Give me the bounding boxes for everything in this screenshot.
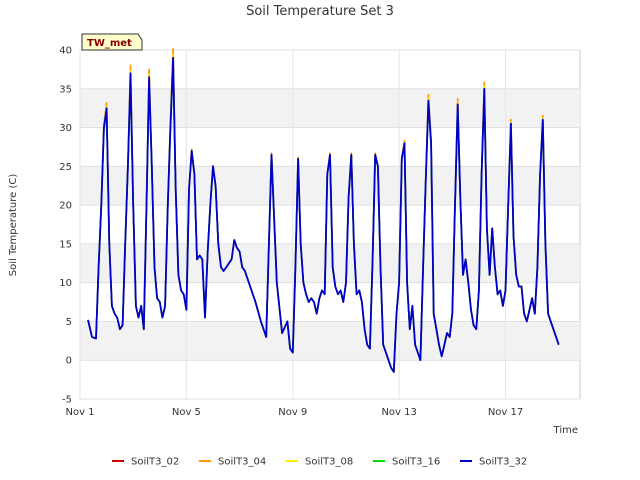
site-badge: TW_met [81, 33, 143, 51]
y-axis-label: Soil Temperature (C) [8, 174, 19, 277]
plot-area [79, 47, 581, 400]
y-tick-label: 25 [59, 162, 72, 173]
x-tick-label: Nov 9 [278, 407, 307, 418]
background-band [80, 321, 580, 361]
y-tick-label: -5 [62, 395, 72, 406]
y-axis-ticks: -5 0 5 10 15 20 25 30 35 40 [59, 46, 72, 406]
y-tick-label: 20 [59, 201, 72, 212]
legend-label: SoilT3_04 [218, 457, 266, 468]
x-tick-label: Nov 17 [488, 407, 523, 418]
legend: SoilT3_02 SoilT3_04 SoilT3_08 SoilT3_16 Soil… [112, 457, 527, 468]
series-lines [87, 47, 560, 373]
x-axis-ticks: Nov 1 Nov 5 Nov 9 Nov 13 Nov 17 [65, 407, 523, 418]
y-tick-label: 0 [66, 356, 72, 367]
legend-label: SoilT3_08 [305, 457, 353, 468]
y-tick-label: 5 [66, 317, 72, 328]
x-tick-label: Nov 13 [381, 407, 416, 418]
x-axis-label: Time [553, 425, 578, 436]
x-tick-label: Nov 1 [65, 407, 94, 418]
background-band [80, 88, 580, 128]
series-line-soilt3_32 [87, 56, 560, 373]
y-tick-label: 10 [59, 278, 72, 289]
badge-label: TW_met [87, 38, 132, 49]
legend-label: SoilT3_16 [392, 457, 440, 468]
y-tick-label: 35 [59, 84, 72, 95]
background-bands [80, 88, 580, 361]
x-tick-label: Nov 5 [172, 407, 201, 418]
legend-label: SoilT3_32 [479, 457, 527, 468]
y-tick-label: 15 [59, 239, 72, 250]
y-tick-label: 40 [59, 46, 72, 57]
chart-title: Soil Temperature Set 3 [246, 4, 394, 19]
legend-label: SoilT3_02 [131, 457, 179, 468]
badge-shape [81, 33, 143, 51]
y-tick-label: 30 [59, 123, 72, 134]
